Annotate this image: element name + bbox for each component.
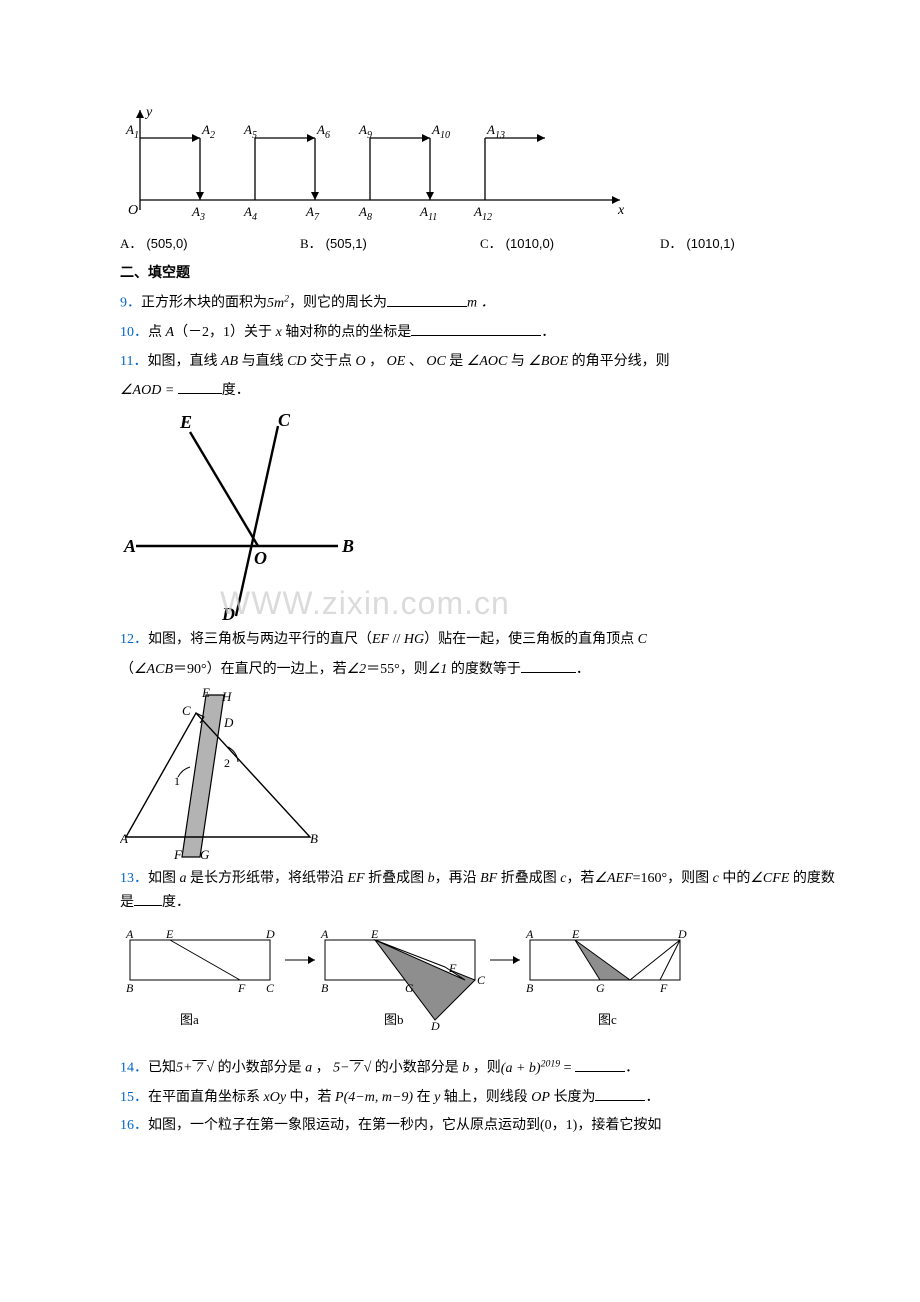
question-15: 15．在平面直角坐标系 xOy 中，若 P(4−m, m−9) 在 y 轴上，则… — [120, 1086, 840, 1109]
svg-text:13: 13 — [495, 130, 505, 141]
svg-text:B: B — [310, 831, 318, 846]
svg-text:E: E — [571, 927, 580, 941]
svg-text:12: 12 — [482, 212, 492, 223]
svg-text:E: E — [201, 687, 210, 700]
svg-text:D: D — [430, 1019, 440, 1033]
svg-text:E: E — [165, 927, 174, 941]
svg-text:O: O — [254, 548, 267, 568]
svg-text:A: A — [243, 122, 252, 137]
svg-text:2: 2 — [210, 130, 215, 141]
svg-text:G: G — [405, 981, 414, 995]
svg-text:G: G — [596, 981, 605, 995]
svg-text:图a: 图a — [180, 1012, 199, 1027]
svg-text:E: E — [370, 927, 379, 941]
diagram-11: A B E C D O — [120, 408, 360, 623]
svg-text:x: x — [617, 203, 625, 218]
svg-text:H: H — [221, 689, 232, 704]
svg-text:D: D — [223, 715, 234, 730]
question-11: 11．如图，直线 AB 与直线 CD 交于点 O ， OE 、 OC 是 ∠AO… — [120, 351, 840, 373]
option-c: C．(1010,0) — [480, 234, 660, 255]
question-9: 9．正方形木块的面积为5m2，则它的周长为m ． — [120, 291, 840, 315]
svg-text:y: y — [144, 105, 153, 120]
question-16: 16．如图，一个粒子在第一象限运动，在第一秒内，它从原点运动到(0，1)，接着它… — [120, 1115, 840, 1137]
svg-text:B: B — [126, 981, 134, 995]
svg-text:图c: 图c — [598, 1012, 617, 1027]
option-b: B．(505,1) — [300, 234, 480, 255]
svg-text:C: C — [278, 410, 291, 430]
svg-text:A: A — [358, 204, 367, 219]
svg-text:1: 1 — [174, 774, 180, 788]
svg-text:O: O — [128, 203, 138, 218]
svg-text:D: D — [265, 927, 275, 941]
svg-text:A: A — [419, 204, 428, 219]
svg-text:A: A — [525, 927, 534, 941]
svg-text:F: F — [237, 981, 246, 995]
svg-text:D: D — [677, 927, 687, 941]
svg-text:10: 10 — [440, 130, 450, 141]
options-row: A．(505,0) B．(505,1) C．(1010,0) D．(1010,1… — [120, 234, 840, 255]
svg-text:7: 7 — [314, 212, 320, 223]
question-10: 10．点 A（－2，1）关于 x 轴对称的点的坐标是． — [120, 321, 840, 344]
svg-text:A: A — [316, 122, 325, 137]
svg-text:图b: 图b — [384, 1012, 404, 1027]
svg-text:A: A — [120, 831, 128, 846]
option-d: D．(1010,1) — [660, 234, 840, 255]
svg-text:E: E — [179, 412, 192, 432]
svg-text:9: 9 — [367, 130, 372, 141]
option-a: A．(505,0) — [120, 234, 300, 255]
svg-text:C: C — [477, 973, 486, 987]
svg-text:1: 1 — [134, 130, 139, 141]
svg-text:A: A — [486, 122, 495, 137]
svg-text:5: 5 — [252, 130, 257, 141]
svg-text:A: A — [123, 536, 136, 556]
svg-text:A: A — [243, 204, 252, 219]
svg-text:B: B — [526, 981, 534, 995]
question-13: 13．如图 a 是长方形纸带，将纸带沿 EF 折叠成图 b，再沿 BF 折叠成图… — [120, 868, 840, 914]
svg-text:A: A — [125, 122, 134, 137]
svg-text:3: 3 — [199, 212, 205, 223]
svg-text:A: A — [305, 204, 314, 219]
svg-text:D: D — [221, 604, 235, 623]
top-diagram: y x O A1 A2 A3 A4 A5 A6 A7 — [120, 100, 630, 230]
svg-text:A: A — [473, 204, 482, 219]
svg-text:11: 11 — [428, 212, 437, 223]
svg-text:A: A — [358, 122, 367, 137]
svg-text:B: B — [321, 981, 329, 995]
svg-text:C: C — [266, 981, 275, 995]
svg-text:F: F — [173, 847, 183, 862]
diagram-13: A E D B F C 图a A E B G F C D 图b — [120, 920, 720, 1050]
svg-text:8: 8 — [367, 212, 372, 223]
diagram-12: A B C D E H F G 1 2 — [120, 687, 320, 862]
svg-text:C: C — [182, 703, 191, 718]
svg-text:A: A — [191, 204, 200, 219]
svg-text:F: F — [448, 961, 457, 975]
svg-text:4: 4 — [252, 212, 257, 223]
svg-text:A: A — [201, 122, 210, 137]
question-14: 14．已知5+ 7 √ 的小数部分是 a ， 5− 7 √ 的小数部分是 b ，… — [120, 1056, 840, 1080]
svg-text:2: 2 — [224, 756, 230, 770]
svg-text:B: B — [341, 536, 354, 556]
svg-text:A: A — [320, 927, 329, 941]
svg-text:G: G — [200, 847, 210, 862]
question-12-line2: （∠ACB＝90°）在直尺的一边上，若∠2＝55°，则∠1 的度数等于． — [120, 658, 840, 681]
svg-text:F: F — [659, 981, 668, 995]
question-12: 12．如图，将三角板与两边平行的直尺（EF // HG）贴在一起，使三角板的直角… — [120, 629, 840, 651]
svg-text:6: 6 — [325, 130, 330, 141]
svg-text:A: A — [125, 927, 134, 941]
svg-text:A: A — [431, 122, 440, 137]
question-11-line2: ∠AOD = 度． — [120, 379, 840, 402]
section-title: 二、填空题 — [120, 263, 840, 285]
